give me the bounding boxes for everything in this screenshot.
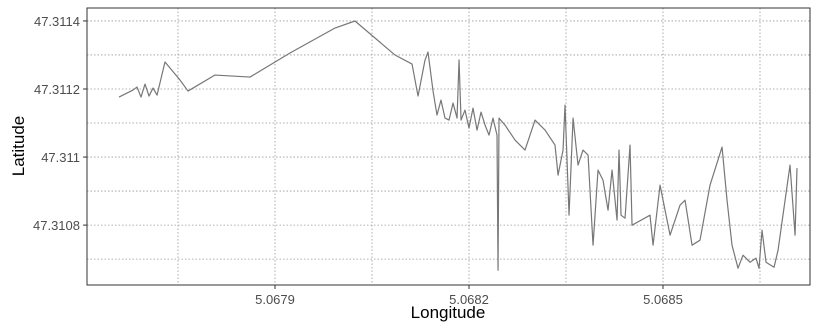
x-axis-title: Longitude bbox=[411, 303, 486, 322]
y-tick-label: 47.311 bbox=[41, 150, 80, 165]
plot-background bbox=[87, 8, 810, 285]
y-tick-label: 47.3112 bbox=[34, 82, 80, 97]
y-tick-label: 47.3108 bbox=[33, 218, 80, 233]
trace-line bbox=[118, 20, 798, 271]
x-tick-label: 5.0679 bbox=[255, 292, 295, 307]
y-axis-title: Latitude bbox=[9, 116, 28, 177]
plot-frame bbox=[86, 7, 811, 286]
x-tick-label: 5.0685 bbox=[643, 292, 683, 307]
x-tick-label: 5.0682 bbox=[449, 292, 489, 307]
y-tick-label: 47.3114 bbox=[34, 14, 80, 29]
